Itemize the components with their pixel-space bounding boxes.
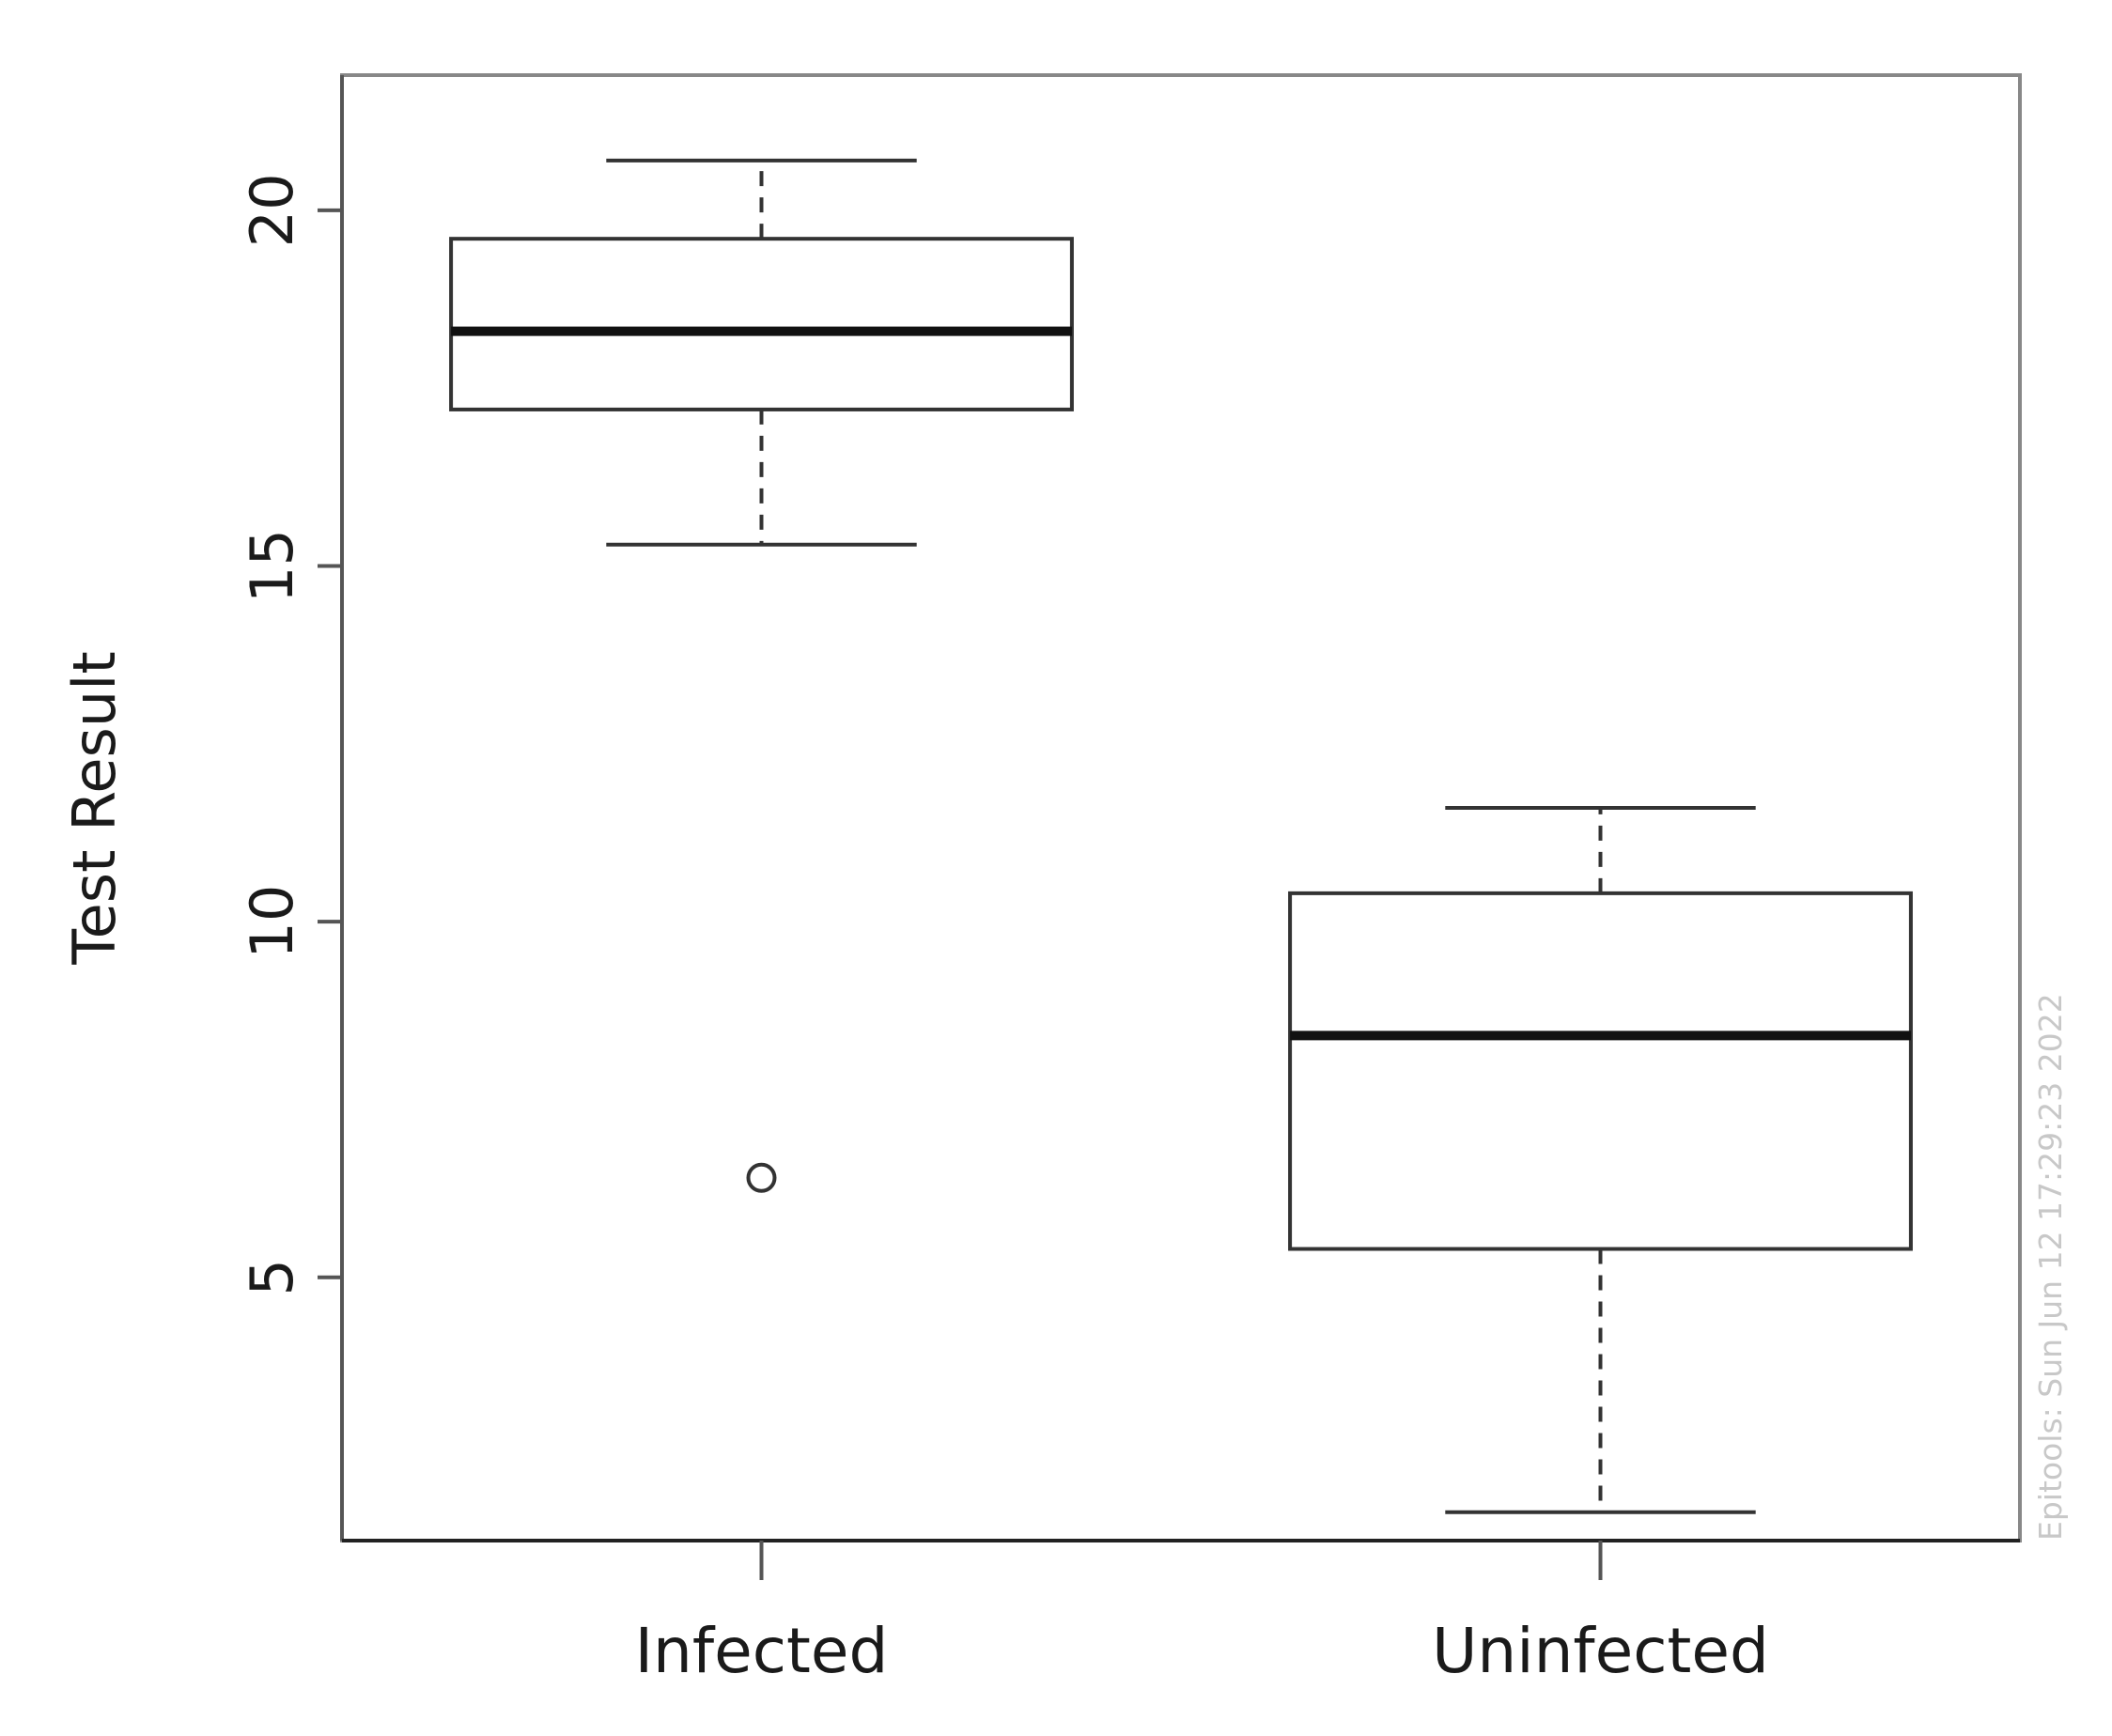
box-infected [449, 158, 1074, 1193]
y-axis-ticks: 5 10 15 20 [238, 173, 342, 1296]
x-tick-label-infected: Infected [635, 1615, 889, 1687]
x-tick-label-uninfected: Uninfected [1432, 1615, 1769, 1687]
y-tick-label-15: 15 [238, 529, 306, 603]
y-tick-label-20: 20 [238, 173, 306, 247]
iqr-box-uninfected [1288, 891, 1913, 1251]
iqr-box-infected [449, 237, 1074, 411]
outlier-infected-0 [746, 1162, 777, 1193]
box-uninfected [1288, 806, 1913, 1514]
watermark-text: Epitools: Sun Jun 12 17:29:23 2022 [2032, 993, 2069, 1541]
boxes-layer [449, 158, 1913, 1514]
x-axis-ticks: Infected Uninfected [635, 1541, 1769, 1687]
y-tick-label-5: 5 [238, 1259, 306, 1295]
y-tick-label-10: 10 [238, 885, 306, 959]
y-axis-label: Test Result [60, 651, 129, 965]
